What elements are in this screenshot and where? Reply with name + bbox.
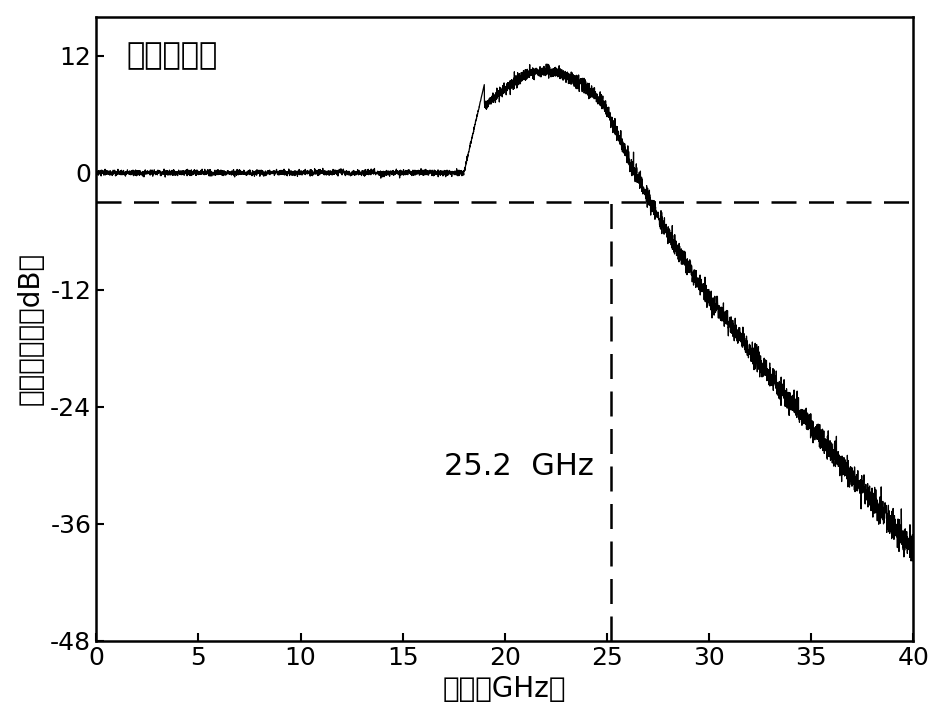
Y-axis label: 小信号相应（dB）: 小信号相应（dB） [17,252,44,405]
X-axis label: 频率（GHz）: 频率（GHz） [443,675,567,703]
Text: 25.2  GHz: 25.2 GHz [444,452,593,481]
Text: 带宽扩展后: 带宽扩展后 [127,41,219,70]
